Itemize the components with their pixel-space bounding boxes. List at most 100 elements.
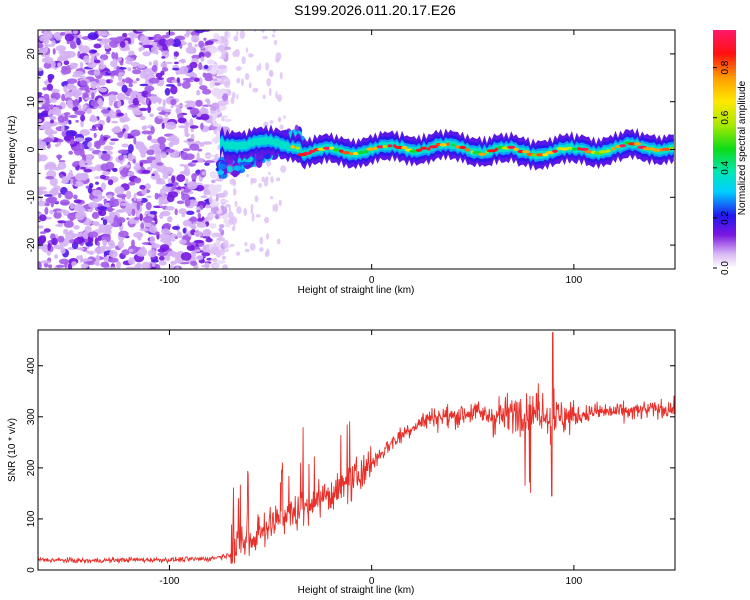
noise-blob	[73, 194, 78, 200]
noise-blob	[212, 184, 222, 190]
noise-blob	[208, 195, 213, 204]
band-peak	[387, 144, 393, 148]
noise-blob	[185, 210, 195, 215]
noise-blob	[193, 230, 203, 237]
noise-blob	[139, 115, 146, 121]
noise-blob	[79, 247, 85, 251]
noise-blob	[84, 225, 92, 233]
noise-blob	[159, 244, 170, 251]
noise-blob	[116, 217, 126, 224]
noise-blob	[279, 72, 283, 80]
noise-blob	[279, 124, 284, 130]
noise-blob	[145, 222, 152, 228]
noise-blob	[38, 92, 43, 97]
noise-blob	[176, 200, 185, 205]
noise-blob	[47, 110, 52, 116]
band-peak	[552, 149, 558, 153]
noise-blob	[159, 255, 165, 261]
noise-blob	[133, 177, 142, 184]
noise-blob	[80, 114, 86, 122]
colorbar-tick-label: 0.2	[720, 211, 731, 225]
noise-blob	[61, 93, 66, 102]
noise-blob	[73, 204, 83, 212]
noise-blob	[95, 181, 99, 185]
noise-blob	[204, 229, 211, 237]
noise-blob	[170, 98, 177, 106]
noise-blob	[256, 65, 259, 72]
band-peak	[579, 147, 589, 151]
noise-blob	[147, 249, 157, 258]
noise-blob	[38, 118, 42, 123]
noise-blob	[197, 217, 204, 222]
noise-blob	[147, 87, 151, 96]
noise-blob	[63, 112, 71, 116]
noise-blob	[105, 224, 113, 230]
noise-blob	[108, 91, 119, 96]
noise-blob	[67, 263, 73, 269]
colorbar-label: Normalized spectral amplitude	[737, 80, 748, 215]
band-peak	[382, 144, 388, 149]
noise-blob	[63, 220, 74, 228]
noise-blob	[259, 236, 264, 245]
band-peak	[401, 146, 408, 150]
noise-blob	[83, 55, 90, 63]
snr-series-line	[38, 332, 675, 565]
noise-blob	[211, 87, 221, 97]
noise-blob	[68, 150, 73, 155]
noise-blob	[219, 46, 224, 53]
noise-blob	[244, 248, 250, 253]
noise-blob	[262, 94, 266, 100]
noise-blob	[173, 56, 177, 60]
noise-blob	[149, 145, 159, 151]
band-peak	[605, 149, 611, 153]
noise-blob	[197, 148, 203, 152]
noise-blob	[264, 216, 270, 224]
noise-blob	[141, 130, 152, 135]
signal-blob	[226, 165, 233, 173]
noise-blob	[219, 248, 225, 256]
noise-blob	[200, 56, 205, 62]
noise-blob	[95, 254, 100, 262]
noise-blob	[224, 31, 228, 37]
noise-blob	[117, 73, 123, 82]
noise-blob	[83, 172, 89, 179]
noise-blob	[79, 129, 91, 136]
snr-y-label: SNR (10 * v/v)	[7, 418, 18, 482]
noise-blob	[108, 114, 118, 119]
noise-blob	[224, 118, 232, 122]
noise-blob	[261, 176, 265, 182]
noise-blob	[53, 211, 62, 219]
noise-blob	[197, 212, 202, 219]
noise-blob	[133, 192, 137, 202]
noise-blob	[102, 150, 107, 154]
band-peak	[309, 149, 316, 153]
noise-blob	[212, 82, 221, 86]
noise-blob	[38, 140, 44, 148]
noise-blob	[128, 257, 136, 265]
noise-blob	[236, 31, 239, 36]
noise-blob	[200, 107, 207, 115]
band-peak	[439, 143, 448, 147]
noise-blob	[73, 98, 79, 108]
noise-blob	[39, 214, 47, 222]
noise-blob	[138, 47, 143, 52]
noise-blob	[94, 123, 101, 128]
noise-blob	[137, 234, 142, 241]
noise-blob	[127, 171, 135, 176]
signal-blob	[255, 152, 264, 161]
noise-blob	[204, 162, 210, 166]
noise-blob	[198, 62, 203, 71]
noise-blob	[93, 43, 102, 49]
noise-blob	[102, 171, 111, 176]
x-tick-label: 0	[369, 275, 375, 286]
noise-blob	[39, 231, 47, 235]
noise-blob	[46, 83, 54, 91]
band-peak	[339, 149, 344, 153]
band-peak	[611, 147, 616, 151]
noise-blob	[121, 84, 128, 93]
noise-blob	[142, 125, 148, 130]
noise-blob	[154, 217, 158, 225]
noise-blob	[158, 116, 163, 119]
noise-blob	[178, 125, 188, 129]
